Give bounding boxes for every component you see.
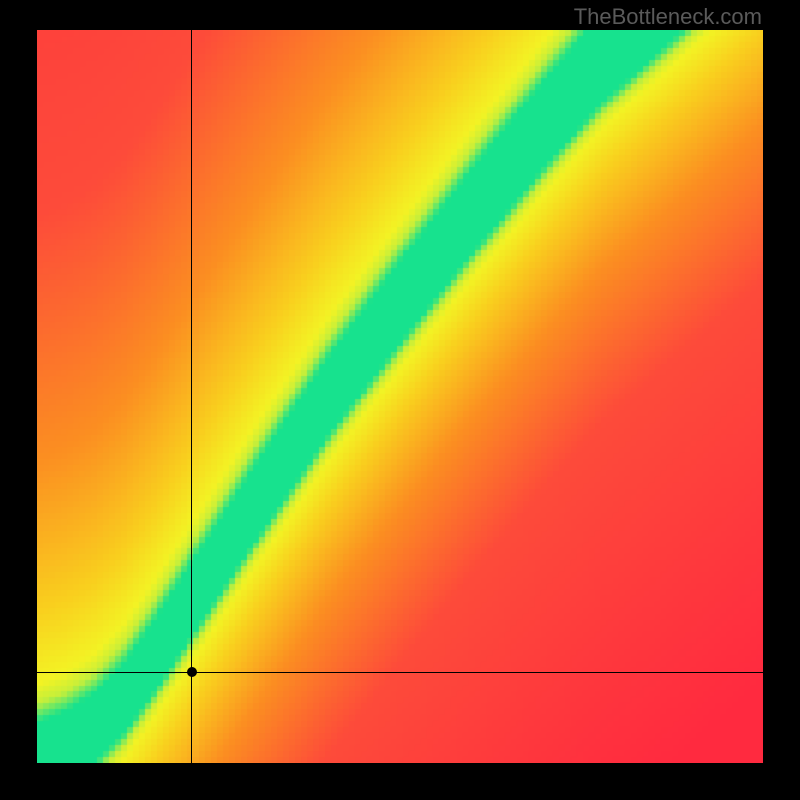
- crosshair-vertical: [191, 30, 192, 763]
- bottleneck-heatmap: [37, 30, 763, 763]
- crosshair-horizontal: [37, 672, 763, 673]
- crosshair-marker: [187, 667, 197, 677]
- watermark: TheBottleneck.com: [574, 4, 762, 30]
- heatmap-canvas: [37, 30, 763, 763]
